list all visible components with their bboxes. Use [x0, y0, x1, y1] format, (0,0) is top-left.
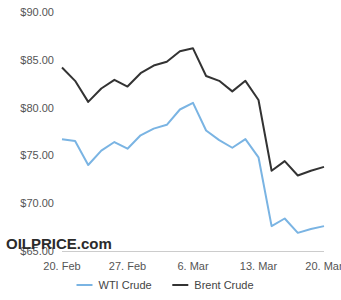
y-tick-label: $70.00: [20, 197, 54, 209]
y-tick-label: $85.00: [20, 54, 54, 66]
legend-swatch: [77, 284, 93, 286]
legend-label: WTI Crude: [99, 279, 152, 291]
series-line: [62, 48, 324, 175]
y-tick-label: $90.00: [20, 6, 54, 18]
legend-label: Brent Crude: [194, 279, 253, 291]
series-line: [62, 103, 324, 233]
x-tick-label: 13. Mar: [240, 260, 278, 272]
x-tick-label: 20. Mar: [305, 260, 341, 272]
plot-area: [62, 48, 324, 233]
y-tick-label: $80.00: [20, 102, 54, 114]
x-tick-label: 6. Mar: [177, 260, 209, 272]
legend: WTI Crude Brent Crude: [77, 279, 254, 291]
x-tick-label: 27. Feb: [109, 260, 146, 272]
x-tick-label: 20. Feb: [43, 260, 80, 272]
chart-container: $65.00$70.00$75.00$80.00$85.00$90.0020. …: [0, 0, 341, 300]
legend-swatch: [172, 284, 188, 286]
watermark: OILPRICE.com: [6, 235, 112, 252]
chart-svg: $65.00$70.00$75.00$80.00$85.00$90.0020. …: [0, 0, 341, 300]
y-tick-label: $75.00: [20, 149, 54, 161]
